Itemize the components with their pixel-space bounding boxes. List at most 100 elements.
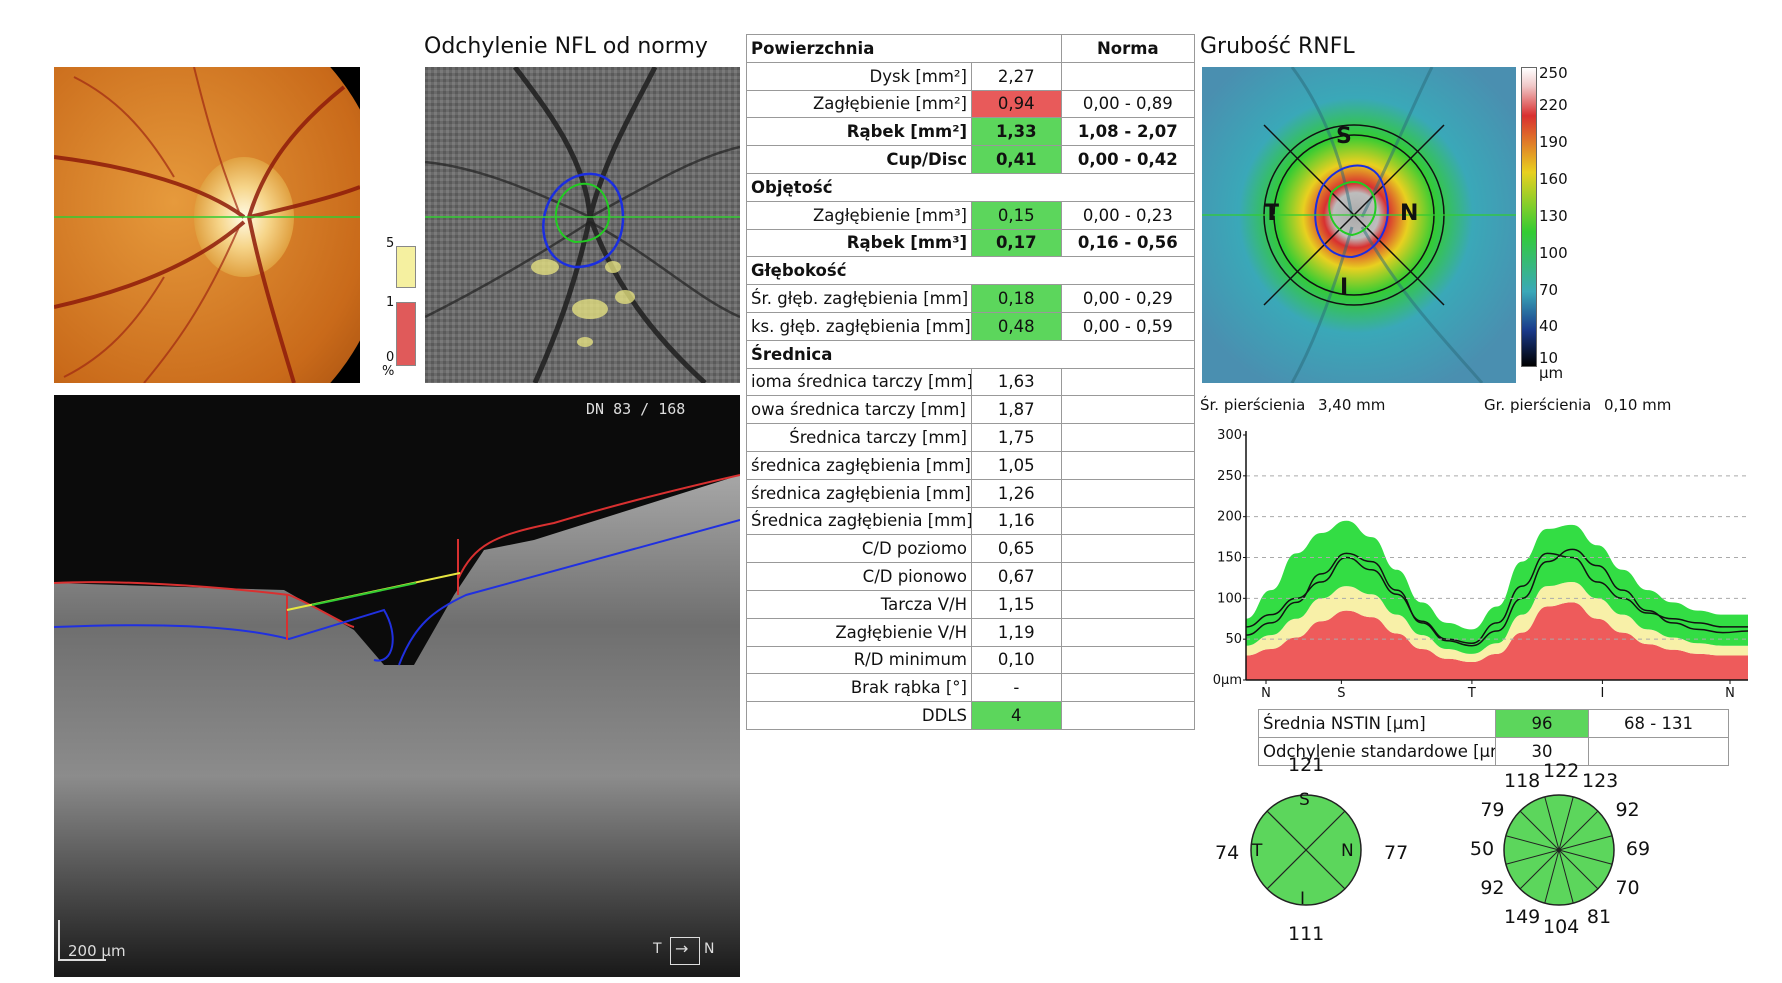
ring-diameter-label: Śr. pierścienia (1200, 396, 1306, 414)
row-norm (1060, 450, 1196, 480)
quadrant-label-s: S (1336, 124, 1352, 149)
deviation-map (425, 67, 740, 383)
orientation-box: → (670, 937, 700, 965)
row-value: 1,63 (971, 367, 1062, 397)
row-value: 0,17 (971, 228, 1062, 258)
deviation-map-title: Odchylenie NFL od normy (424, 34, 708, 59)
row-value: 1,26 (971, 478, 1062, 508)
row-value: 1,87 (971, 395, 1062, 425)
section-row: Objętość (746, 172, 1195, 202)
row-value: 0,15 (971, 200, 1062, 230)
row-value: 0,18 (971, 284, 1062, 313)
table-header-row: Powierzchnia Norma (746, 34, 1196, 63)
deviation-scale-normal (396, 246, 416, 288)
clock-hour-circle (1503, 794, 1615, 906)
clock-value: 92 (1480, 877, 1505, 899)
series-line-2 (1245, 552, 1748, 645)
ring-width-value: 0,10 mm (1604, 396, 1672, 414)
row-label: Zagłębienie [mm³] (746, 200, 972, 230)
clock-divider (1505, 849, 1560, 865)
quadrant-value-top: 121 (1288, 754, 1325, 776)
clock-value: 92 (1615, 799, 1640, 821)
table-row: ioma średnica tarczy [mm] 1,63 (746, 367, 1196, 397)
row-norm (1060, 617, 1196, 647)
row-label: Zagłębienie [mm²] (746, 89, 972, 119)
table-row: Odchylenie standardowe [µr 30 (1258, 737, 1729, 766)
row-norm (1060, 534, 1196, 564)
row-value: 0,67 (971, 562, 1062, 591)
row-label: Średnica zagłębienia [mm] (746, 506, 972, 536)
row-value: 1,16 (971, 506, 1062, 536)
clock-value: 122 (1543, 760, 1580, 782)
clock-value: 118 (1504, 770, 1541, 793)
nstin-table: Średnia NSTIN [µm] 96 68 - 131 Odchyleni… (1258, 709, 1729, 766)
frame-indicator: DN 83 / 168 (586, 400, 686, 418)
clock-value: 69 (1625, 838, 1651, 860)
orientation-right: N (704, 941, 715, 957)
x-tick-label: N (1261, 686, 1271, 701)
row-label: ks. głęb. zagłębienia [mm] (746, 311, 972, 341)
row-norm: 0,00 - 0,29 (1060, 284, 1196, 313)
colorbar-tick: 100 (1539, 244, 1568, 262)
row-label: C/D poziomo (746, 534, 972, 564)
row-label: Śr. głęb. zagłębienia [mm] (746, 284, 972, 313)
clock-value: 104 (1543, 916, 1580, 938)
row-label: średnica zagłębienia [mm] (746, 478, 972, 508)
tsnit-chart: 300 250 200 150 100 50 0µm N S T I N (1213, 428, 1749, 701)
scale-bar-vertical (58, 920, 60, 960)
clock-divider (1558, 849, 1613, 865)
table-row: Rąbek [mm²] 1,33 1,08 - 2,07 (746, 117, 1196, 147)
clock-divider (1558, 810, 1599, 851)
row-label: Cup/Disc (746, 145, 972, 174)
row-norm (1060, 645, 1196, 675)
quadrant-letter-t: T (1252, 841, 1263, 861)
table-row: Brak rąbka [°] - (746, 673, 1196, 703)
clock-divider (1544, 849, 1560, 904)
row-norm (1060, 395, 1196, 425)
row-value: 0,48 (971, 311, 1062, 341)
row-label: Zagłębienie V/H (746, 617, 972, 647)
table-row: średnica zagłębienia [mm] 1,05 (746, 450, 1196, 480)
table-row: Tarcza V/H 1,15 (746, 589, 1196, 619)
table-row: Zagłębienie [mm²] 0,94 0,00 - 0,89 (746, 89, 1196, 119)
row-norm: 0,16 - 0,56 (1060, 228, 1196, 258)
fundus-photo (54, 67, 360, 383)
row-value: 1,33 (971, 117, 1062, 147)
ring-width-label: Gr. pierścienia (1484, 396, 1592, 414)
row-value: 4 (971, 701, 1062, 730)
y-tick-label: 200 (1217, 510, 1242, 525)
row-norm: 1,08 - 2,07 (1060, 117, 1196, 147)
clock-value: 123 (1582, 770, 1619, 793)
row-value: 0,41 (971, 145, 1062, 174)
row-label: owa średnica tarczy [mm] (746, 395, 972, 425)
deviation-scale-tick-1: 1 (386, 295, 395, 310)
table-row: Dysk [mm²] 2,27 (746, 61, 1196, 91)
row-norm (1060, 423, 1196, 452)
clock-center (1557, 848, 1561, 852)
row-label: Średnica tarczy [mm] (746, 423, 972, 452)
row-norm: 0,00 - 0,42 (1060, 145, 1196, 174)
clock-divider (1558, 849, 1599, 890)
table-row: ks. głęb. zagłębienia [mm] 0,48 0,00 - 0… (746, 311, 1196, 341)
clock-value: 81 (1586, 905, 1612, 928)
x-tick-label: I (1600, 686, 1604, 701)
x-tick-label: T (1467, 686, 1476, 701)
quadrant-value-right: 77 (1384, 842, 1409, 864)
quadrant-divider (1266, 810, 1346, 890)
colorbar-tick: 10 (1539, 349, 1559, 367)
quadrant-letter-i: I (1300, 889, 1306, 909)
quadrant-value-bottom: 111 (1288, 923, 1325, 945)
tsnit-plot-area (1245, 520, 1749, 680)
thickness-colorbar (1521, 67, 1537, 367)
row-value: 2,27 (971, 61, 1062, 91)
quadrant-label-n: N (1400, 201, 1419, 226)
row-label: ioma średnica tarczy [mm] (746, 367, 972, 397)
row-value: 1,19 (971, 617, 1062, 647)
quadrant-label-i: I (1340, 275, 1349, 300)
clock-value: 70 (1615, 877, 1640, 899)
nstin-sd-norm (1588, 737, 1729, 766)
deviation-scale-abnormal (396, 302, 416, 366)
clock-divider (1519, 849, 1560, 890)
orientation-left: T (653, 941, 662, 957)
table-row: C/D poziomo 0,65 (746, 534, 1196, 564)
